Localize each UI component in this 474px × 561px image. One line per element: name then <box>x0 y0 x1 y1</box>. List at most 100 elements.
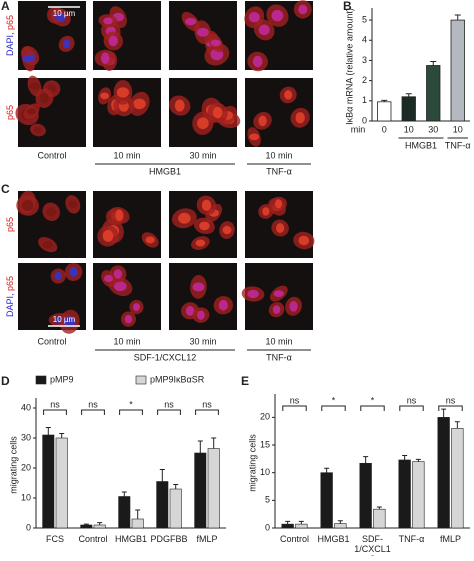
y-tick-label: 30 <box>21 432 31 442</box>
x-tick-label-box: TNF-α <box>398 534 425 544</box>
nucleus <box>273 290 284 297</box>
significance-label: ns <box>290 395 300 405</box>
error-bar <box>45 427 51 435</box>
x-tick-label: fMLP <box>196 534 218 544</box>
bar <box>450 19 465 122</box>
error-bar <box>337 520 343 524</box>
y-tick-label: 0 <box>362 115 367 125</box>
bar <box>194 452 207 529</box>
bar <box>398 459 411 529</box>
nucleus <box>63 316 76 328</box>
significance-bracket <box>399 405 424 411</box>
bar <box>373 508 386 529</box>
significance-bracket <box>321 405 346 411</box>
nucleus <box>271 9 284 22</box>
bar <box>320 472 333 529</box>
nucleus <box>124 314 133 324</box>
error-bar <box>197 440 203 453</box>
nucleus <box>100 92 109 100</box>
error-bar <box>441 408 447 418</box>
nucleus <box>133 98 146 110</box>
bar <box>169 488 182 529</box>
x-tick-label: 0 <box>382 124 387 134</box>
condition-label: 10 min <box>265 336 292 346</box>
y-tick-label: 1 <box>362 95 367 105</box>
error-bar <box>405 93 412 97</box>
bar <box>437 417 450 529</box>
x-tick-label: Control <box>279 534 309 544</box>
group-label: TNF-α <box>266 166 292 176</box>
significance-label: ns <box>202 399 212 409</box>
group-label: TNF-α <box>266 352 292 362</box>
nucleus <box>199 221 210 231</box>
significance-bracket <box>157 409 181 415</box>
nucleus <box>201 199 212 211</box>
significance-bracket <box>81 409 105 415</box>
bar <box>412 461 425 529</box>
bar <box>156 481 169 529</box>
x-tick-label-box: Control <box>279 534 309 544</box>
x-tick-label: PDGFBB <box>150 534 188 544</box>
error-bar <box>415 458 421 462</box>
y-tick-label: 5 <box>265 495 270 505</box>
error-bar <box>381 99 388 102</box>
error-bar <box>454 14 461 21</box>
condition-label: 10 min <box>113 150 140 160</box>
bar <box>281 523 294 529</box>
nucleus <box>275 223 285 233</box>
significance-bracket <box>360 405 385 411</box>
nucleus <box>145 236 155 244</box>
panel-letter: C <box>1 182 10 196</box>
row-label: DAPI, p65 <box>5 276 15 317</box>
y-tick-label: 10 <box>21 492 31 502</box>
nucleus <box>100 52 110 64</box>
error-bar <box>430 60 437 66</box>
nucleus <box>113 269 123 279</box>
error-bar <box>83 523 89 525</box>
bar <box>377 101 392 122</box>
nucleus <box>262 207 270 216</box>
nucleus <box>298 235 310 246</box>
y-tick-label: 3 <box>362 55 367 65</box>
group-label: HMGB1 <box>405 140 437 150</box>
x-tick-label-box: HMGB1 <box>317 534 349 544</box>
x-tick-label: TNF-α <box>398 534 425 544</box>
nucleus <box>178 212 191 224</box>
x-tick-label: fMLP <box>439 534 461 544</box>
nucleus <box>197 310 205 320</box>
nucleus <box>68 200 78 209</box>
panel-letter: D <box>1 374 10 388</box>
nucleus <box>21 199 34 212</box>
error-bar <box>298 520 304 525</box>
nucleus <box>258 115 267 127</box>
nucleus <box>116 87 130 98</box>
nucleus <box>46 207 56 217</box>
y-tick-label: 0 <box>26 522 31 532</box>
nucleus <box>62 39 71 49</box>
x-tick-label: FCS <box>46 534 64 544</box>
nucleus <box>42 241 53 249</box>
nucleus <box>197 117 209 130</box>
significance-bracket <box>195 409 219 415</box>
nucleus <box>115 209 124 222</box>
y-tick-label: 0 <box>265 522 270 532</box>
bar <box>334 523 347 529</box>
nucleus <box>102 229 114 242</box>
x-tick-label-box: fMLP <box>439 534 461 544</box>
error-bar <box>376 506 382 510</box>
panel-letter: E <box>241 374 249 388</box>
y-tick-label: 20 <box>21 462 31 472</box>
bar <box>131 518 144 529</box>
nucleus <box>195 239 206 247</box>
y-tick-label: 15 <box>260 439 270 449</box>
nucleus <box>284 90 293 100</box>
x-tick-label: HMGB1 <box>114 534 147 544</box>
bar <box>295 523 308 529</box>
panel-letter: A <box>1 0 10 13</box>
error-bar <box>97 522 103 525</box>
legend-label: pMP9 <box>50 374 74 384</box>
nucleus <box>113 281 127 292</box>
x-tick-label: SDF-1/CXCL12 <box>354 534 391 558</box>
scale-bar-label: 10 µm <box>53 9 76 18</box>
